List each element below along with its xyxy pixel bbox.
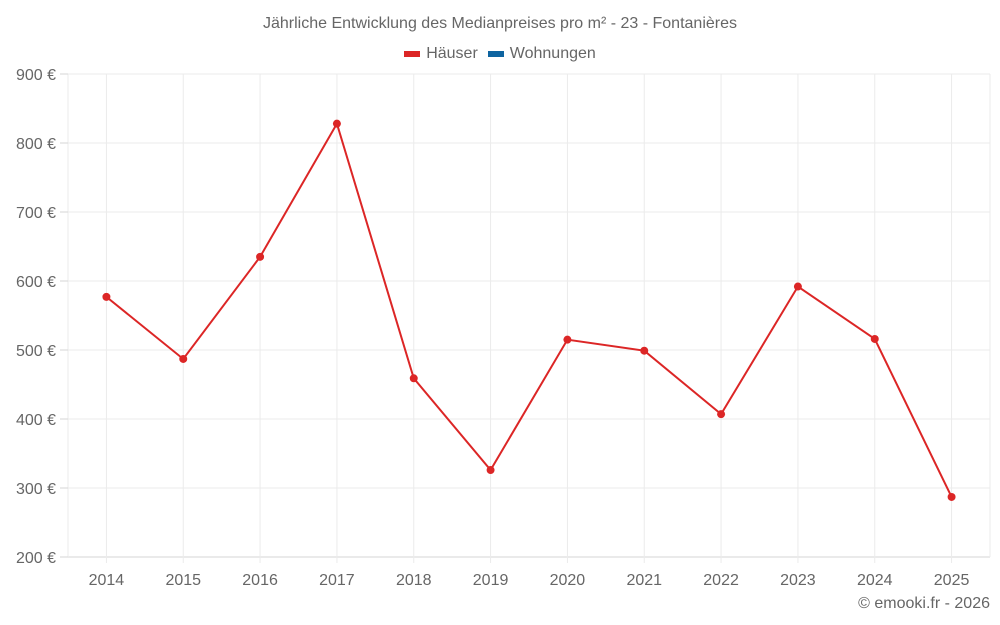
series-line [105, 121, 953, 498]
data-point[interactable] [486, 466, 495, 475]
xtick-label: 2024 [857, 572, 893, 589]
ytick-label: 500 € [16, 343, 56, 360]
xtick-label: 2015 [165, 572, 201, 589]
gridlines [67, 73, 991, 563]
legend-swatch-haeuser [404, 51, 421, 57]
data-point[interactable] [870, 334, 879, 343]
ytick-label: 800 € [16, 136, 56, 153]
xtick-label: 2022 [703, 572, 739, 589]
data-point[interactable] [947, 492, 956, 501]
x-axis: 2014 2015 2016 2017 2018 2019 2020 2021 2022 2023… [89, 572, 970, 589]
legend-swatch-wohnungen [487, 51, 504, 57]
ytick-label: 700 € [16, 205, 56, 222]
ytick-label: 400 € [16, 412, 56, 429]
data-point[interactable] [717, 410, 726, 419]
legend: Häuser Wohnungen [0, 45, 1000, 63]
ytick-label: 200 € [16, 550, 56, 567]
ytick-label: 300 € [16, 481, 56, 498]
xtick-label: 2025 [934, 572, 970, 589]
xtick-label: 2017 [319, 572, 355, 589]
xtick-label: 2014 [89, 572, 125, 589]
ytick-label: 600 € [16, 274, 56, 291]
data-point[interactable] [409, 374, 418, 383]
y-axis: 200 € 300 € 400 € 500 € 600 € 700 € 800 € 900 € [16, 67, 68, 567]
ytick-label: 900 € [16, 67, 56, 84]
data-point[interactable] [563, 335, 572, 344]
chart-title: Jährliche Entwicklung des Medianpreises … [263, 15, 737, 32]
data-point[interactable] [179, 354, 188, 363]
credit-text: © emooki.fr - 2026 [858, 595, 990, 612]
legend-label-haeuser: Häuser [426, 45, 478, 62]
data-point[interactable] [332, 119, 341, 128]
data-point[interactable] [256, 252, 265, 261]
xtick-label: 2021 [626, 572, 662, 589]
series-haeuser [102, 119, 956, 501]
xtick-label: 2020 [550, 572, 586, 589]
data-point[interactable] [102, 292, 111, 301]
legend-item-haeuser[interactable]: Häuser [404, 45, 478, 63]
xtick-label: 2018 [396, 572, 432, 589]
legend-item-wohnungen[interactable]: Wohnungen [487, 45, 596, 63]
data-point[interactable] [793, 282, 802, 291]
xtick-label: 2016 [242, 572, 278, 589]
xtick-label: 2023 [780, 572, 816, 589]
xtick-label: 2019 [473, 572, 509, 589]
data-point[interactable] [640, 346, 649, 355]
legend-label-wohnungen: Wohnungen [509, 45, 596, 62]
